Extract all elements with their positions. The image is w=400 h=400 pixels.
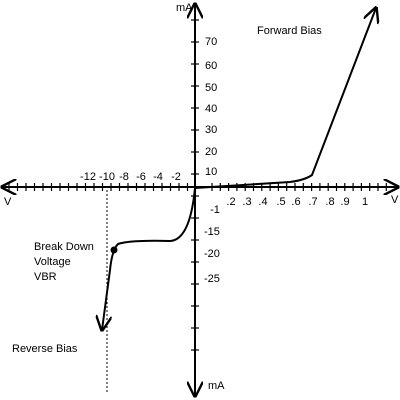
x-tick-label: .6 xyxy=(291,196,300,208)
annotation: Forward Bias xyxy=(257,25,322,37)
x-tick-label: -1 xyxy=(210,204,220,216)
y-tick-label: 60 xyxy=(205,60,217,72)
x-tick-label: -12 xyxy=(80,171,96,183)
y-tick-label: 10 xyxy=(205,166,217,178)
forward-curve xyxy=(194,8,376,189)
y-tick-label: 50 xyxy=(205,82,217,94)
annotation: Break Down xyxy=(34,241,94,253)
x-tick-label: .2 xyxy=(226,196,235,208)
x-tick-label: .8 xyxy=(325,196,334,208)
x-tick-label: 1 xyxy=(362,196,368,208)
y-tick-label: 70 xyxy=(205,36,217,48)
x-tick-label: .3 xyxy=(242,196,251,208)
y-tick-label: -25 xyxy=(204,273,220,285)
x-tick-label: .7 xyxy=(308,196,317,208)
breakdown-point xyxy=(110,246,118,254)
reverse-curve xyxy=(102,187,196,330)
x-tick-label: .9 xyxy=(340,196,349,208)
x-tick-label: -2 xyxy=(171,171,181,183)
y-tick-label: -20 xyxy=(204,248,220,260)
y-tick-label: 20 xyxy=(205,146,217,158)
x-tick-label: -8 xyxy=(119,171,129,183)
x-axis-label: V xyxy=(4,196,12,208)
y-axis-label: mA xyxy=(176,2,193,14)
annotation: Reverse Bias xyxy=(12,343,78,355)
x-tick-label: .5 xyxy=(276,196,285,208)
y-tick-label: 40 xyxy=(205,103,217,115)
x-axis-label: V xyxy=(391,194,399,206)
x-tick-label: .4 xyxy=(258,196,267,208)
y-tick-label: 30 xyxy=(205,124,217,136)
x-tick-label: -10 xyxy=(99,171,115,183)
annotation: VBR xyxy=(34,271,57,283)
y-axis-label: mA xyxy=(208,380,225,392)
y-tick-label: -15 xyxy=(204,226,220,238)
x-tick-label: -4 xyxy=(153,171,163,183)
x-tick-label: -6 xyxy=(136,171,146,183)
annotation: Voltage xyxy=(34,256,71,268)
